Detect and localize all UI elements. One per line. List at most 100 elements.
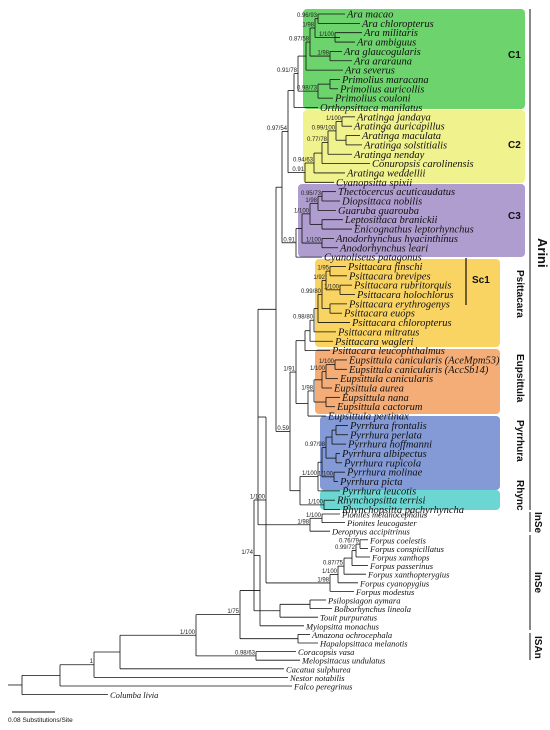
taxon-label: Pyrrhura frontalis xyxy=(349,421,427,432)
taxon-label: Pionites melanocephalus xyxy=(341,510,428,520)
taxon-label: Ara glaucogularis xyxy=(343,47,421,58)
taxon-label: Eupsittula nana xyxy=(341,393,409,404)
taxon-label: Guaruba guarouba xyxy=(338,206,419,217)
taxon-label: Orthopsittaca manilatus xyxy=(320,103,422,114)
support-value: 0.97/54 xyxy=(267,126,288,132)
taxon-label: Pyrrhura hoffmanni xyxy=(347,440,432,451)
support-value: 0.77/78 xyxy=(307,137,328,143)
group-label-inse1: InSe xyxy=(532,512,543,534)
taxon-label: Ara severus xyxy=(344,66,395,77)
support-value: 1/98 xyxy=(317,577,329,583)
clade-box-c2 xyxy=(303,110,525,183)
taxon-label: Eupsittula aurea xyxy=(333,384,404,395)
taxon-label: Eupsittula pertinax xyxy=(327,412,409,423)
taxon-label: Pyrrhura rupicola xyxy=(343,458,421,469)
taxon-label: Ara chloropterus xyxy=(361,19,434,30)
taxon-label: Coracopsis vasa xyxy=(298,647,354,657)
support-value: 1/100 xyxy=(306,513,322,519)
taxon-label: Columba livia xyxy=(110,690,158,700)
taxon-label: Primolius couloni xyxy=(334,94,411,105)
support-value: 1 xyxy=(90,659,94,665)
support-value: 0.91 xyxy=(292,167,304,173)
support-value: 0.99/100 xyxy=(312,125,336,131)
support-value: 0.94/63 xyxy=(293,158,314,164)
support-value: 1/98 xyxy=(302,23,314,29)
taxon-label: Forpus passerinus xyxy=(369,561,434,571)
group-label-sc1: Sc1 xyxy=(472,275,490,286)
taxon-label: Aratinga nenday xyxy=(353,150,425,161)
taxon-label: Forpus cyanopygius xyxy=(359,578,430,588)
support-value: 1/91 xyxy=(283,367,295,373)
taxon-label: Amazona ochrocephala xyxy=(311,630,392,640)
group-label-inse2: InSe xyxy=(532,572,543,594)
support-value: 0.59 xyxy=(277,426,289,432)
taxon-label: Myiopsitta monachus xyxy=(305,621,380,631)
group-label-arini: Arini xyxy=(535,238,550,268)
support-value: 0.99/80 xyxy=(301,289,322,295)
taxon-label: Forpus coelestis xyxy=(369,535,427,545)
support-value: 1/74 xyxy=(241,550,253,556)
taxon-label: Eupsittula cactorum xyxy=(336,402,423,413)
taxon-label: Rhynchopsitta pachyrhyncha xyxy=(341,505,464,516)
taxon-label: Ara militaris xyxy=(363,28,418,39)
group-label-pyrrhura: Pyrrhura xyxy=(514,420,525,462)
taxon-label: Aratinga auricapillus xyxy=(353,122,445,133)
support-value: 1/98 xyxy=(297,519,309,525)
group-label-c2: C2 xyxy=(508,140,521,151)
taxon-label: Psilopsiagon aymara xyxy=(327,596,401,606)
clade-box-c3 xyxy=(298,184,525,257)
support-value: 0.96/93 xyxy=(297,13,318,19)
support-value: 1/75 xyxy=(227,609,239,615)
group-label-psittacara: Psittacara xyxy=(514,270,525,318)
support-value: 1/95 xyxy=(317,266,329,272)
taxon-label: Nestor notabilis xyxy=(289,673,345,683)
taxon-label: Aratinga jandaya xyxy=(356,112,431,123)
taxon-label: Forpus conspicillatus xyxy=(369,544,445,554)
taxon-label: Eupsittula canicularis xyxy=(339,374,433,385)
taxon-label: Conuropsis carolinensis xyxy=(372,159,474,170)
taxon-label: Falco peregrinus xyxy=(293,682,353,692)
taxon-label: Melopsittacus undulatus xyxy=(301,656,386,666)
taxon-label: Forpus xanthopterygius xyxy=(367,570,450,580)
group-label-c1: C1 xyxy=(508,50,521,61)
clade-box-psittacara xyxy=(315,259,500,347)
taxon-label: Cyanoliseus patagonus xyxy=(324,253,422,264)
taxon-label: Aratinga solstitialis xyxy=(363,140,447,151)
group-label-eupsittula: Eupsittula xyxy=(514,354,525,403)
clade-box-c1 xyxy=(303,9,525,109)
taxon-label: Eupsittula canicularis (AceMpm53) xyxy=(348,355,500,366)
taxon-label: Psittacara rubritorquis xyxy=(353,281,451,292)
taxon-label: Rhynchopsitta terrisi xyxy=(336,496,425,507)
support-value: 0.98/63 xyxy=(235,650,256,656)
support-value: 0.98/73 xyxy=(297,86,318,92)
scale-bar-label: 0.08 Substitutions/Site xyxy=(8,717,73,724)
taxon-label: Psittacara wagleri xyxy=(334,337,414,348)
support-value: 1/98 xyxy=(305,198,317,204)
taxon-label: Psittacara leucophthalmus xyxy=(331,346,445,357)
taxon-label: Cyanopsitta spixii xyxy=(336,178,412,189)
group-label-c3: C3 xyxy=(508,211,521,222)
taxon-label: Touit purpuratus xyxy=(320,613,378,623)
taxon-label: Forpus modestus xyxy=(355,587,415,597)
taxon-label: Psittacara holochlorus xyxy=(356,290,454,301)
taxon-label: Primolius auricollis xyxy=(339,84,424,95)
taxon-label: Pyrrhura perlata xyxy=(349,430,422,441)
taxon-label: Hapalopsittaca melanotis xyxy=(319,639,408,649)
support-value: 0.87/75 xyxy=(323,561,344,567)
taxon-label: Bolborhynchus lineola xyxy=(334,604,411,614)
taxon-label: Cacatua sulphurea xyxy=(286,664,351,674)
taxon-label: Eupsittula canicularis (AccSb14) xyxy=(348,365,489,376)
taxon-label: Psittacara finschi xyxy=(347,262,422,273)
taxon-label: Pyrrhura albipectus xyxy=(341,449,427,460)
taxon-label: Ara ararauna xyxy=(353,56,412,67)
support-value: 1/100 xyxy=(250,494,266,500)
taxon-label: Psittacara euops xyxy=(343,309,415,320)
support-value: 0.91 xyxy=(283,237,295,243)
clade-box-eupsittula xyxy=(315,349,500,414)
support-value: 1/100 xyxy=(180,630,196,636)
taxon-label: Leptosittaca branickii xyxy=(344,215,438,226)
support-value: 0.95/73 xyxy=(301,191,322,197)
support-value: 0.98/80 xyxy=(293,315,314,321)
support-value: 1/100 xyxy=(318,471,334,477)
